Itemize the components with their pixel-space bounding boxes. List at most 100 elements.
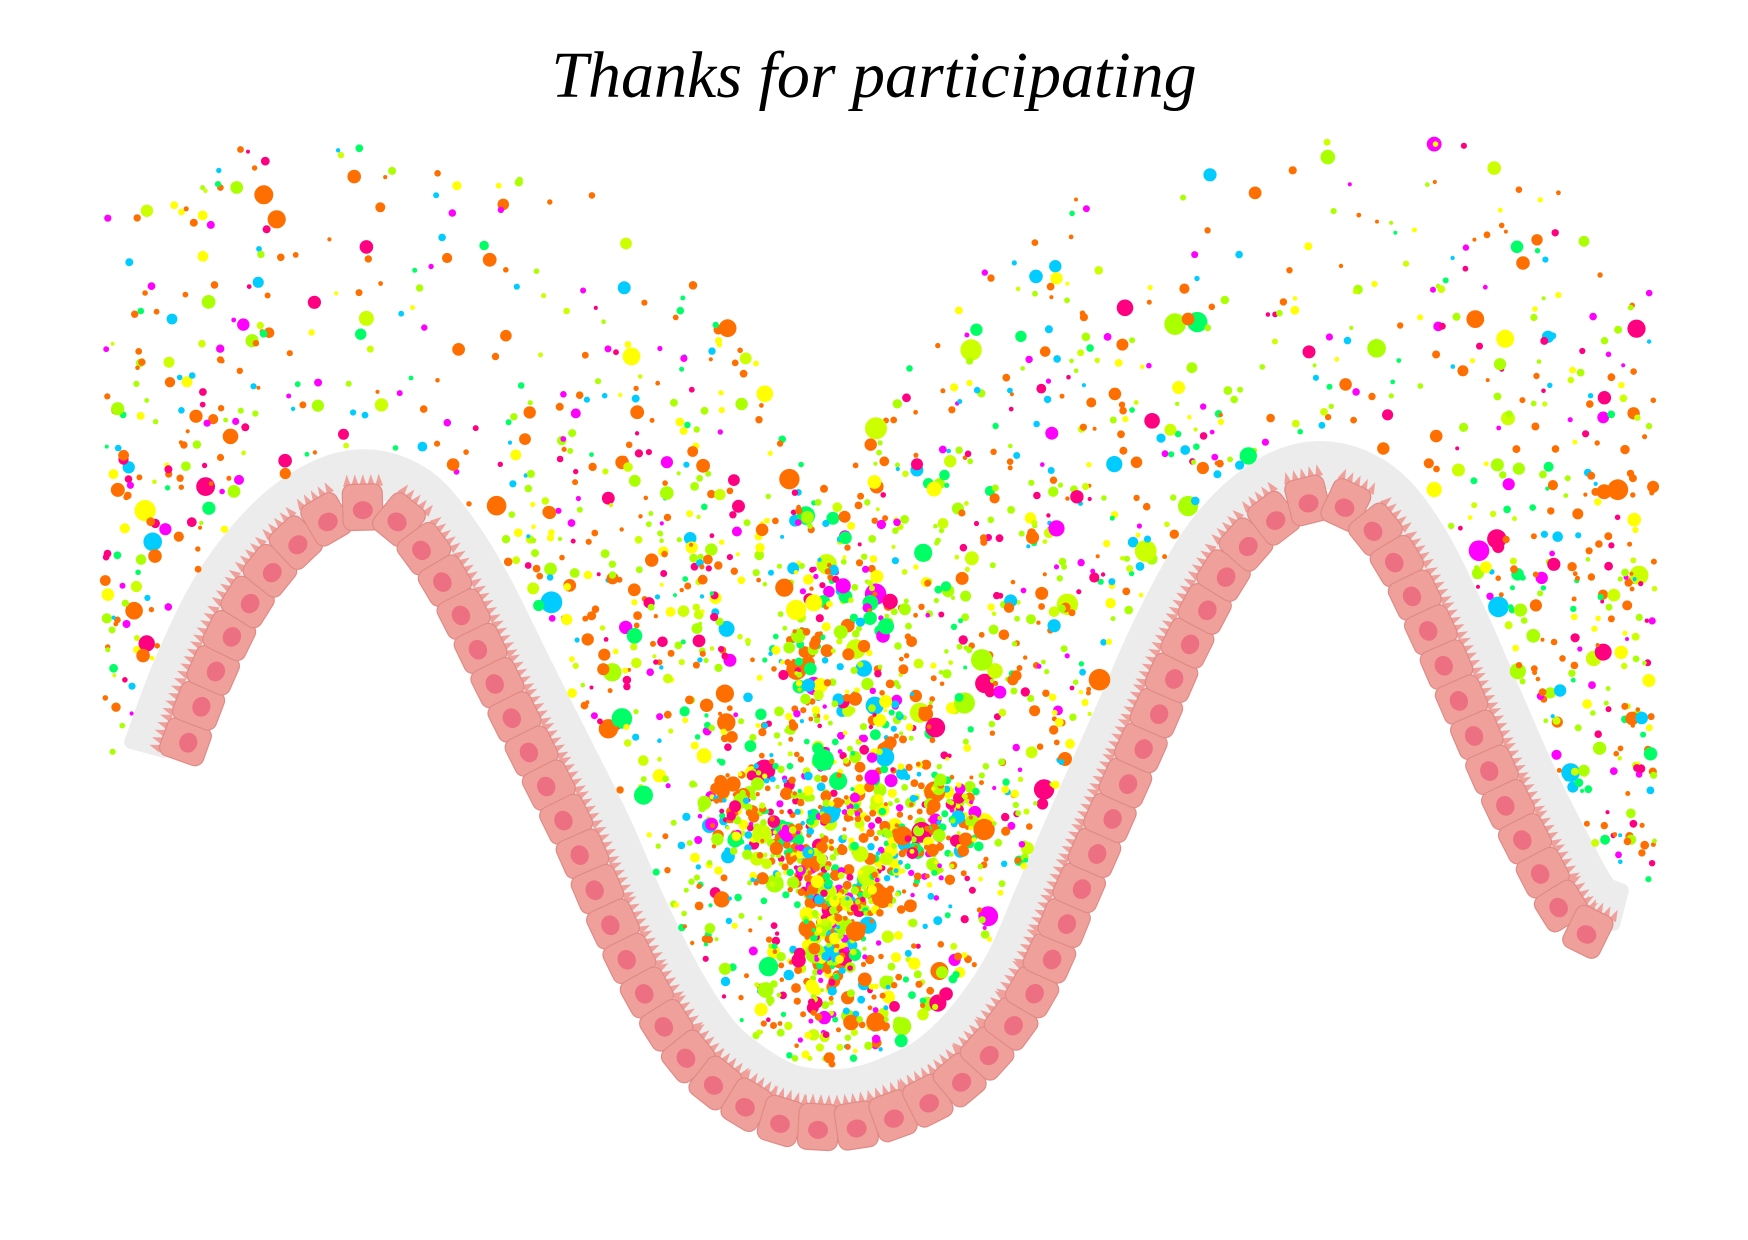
lamina-cell-dot — [800, 693, 811, 705]
lamina-cell-dot — [979, 780, 984, 786]
lamina-cell-dot — [908, 869, 915, 877]
lamina-cell-dot — [858, 833, 869, 843]
lamina-cell-dot — [1266, 413, 1275, 423]
lamina-cell-dot — [1607, 588, 1621, 602]
lamina-cell-dot — [611, 708, 633, 729]
lamina-cell-dot — [774, 706, 784, 717]
lamina-cell-dot — [196, 477, 216, 496]
lamina-cell-dot — [998, 758, 1006, 766]
lamina-cell-dot — [963, 744, 972, 752]
lamina-cell-dot — [1012, 743, 1020, 752]
lamina-cell-dot — [794, 1043, 799, 1048]
lamina-cell-dot — [959, 543, 968, 552]
lamina-cell-dot — [825, 792, 831, 799]
lamina-cell-dot — [1510, 565, 1518, 574]
lamina-cell-dot — [776, 952, 786, 962]
lamina-cell-dot — [359, 240, 374, 254]
lamina-cell-dot — [410, 305, 415, 311]
lamina-cell-dot — [895, 973, 903, 981]
lamina-cell-dot — [524, 484, 533, 493]
lamina-cell-dot — [1124, 605, 1133, 615]
lamina-cell-dot — [937, 867, 944, 873]
lamina-cell-dot — [818, 977, 824, 984]
lamina-cell-dot — [725, 825, 730, 830]
lamina-cell-dot — [709, 591, 714, 596]
lamina-cell-dot — [152, 419, 159, 425]
lamina-cell-dot — [780, 787, 793, 800]
lamina-cell-dot — [1459, 422, 1469, 432]
lamina-cell-dot — [1027, 694, 1035, 703]
lamina-cell-dot — [1036, 383, 1047, 394]
lamina-cell-dot — [684, 421, 691, 429]
lamina-cell-dot — [782, 891, 790, 899]
lamina-cell-dot — [495, 182, 502, 189]
lamina-cell-dot — [555, 507, 562, 514]
cell-nucleus — [1180, 634, 1200, 655]
lamina-cell-dot — [765, 936, 773, 943]
lamina-cell-dot — [1001, 785, 1010, 794]
lamina-cell-dot — [1122, 416, 1129, 423]
lamina-cell-dot — [1621, 568, 1629, 577]
lamina-cell-dot — [1073, 368, 1079, 374]
lamina-cell-dot — [754, 1003, 768, 1017]
lamina-cell-dot — [696, 883, 702, 889]
lamina-cell-dot — [911, 943, 917, 949]
lamina-cell-dot — [1271, 338, 1278, 345]
lamina-cell-dot — [995, 534, 1004, 543]
lamina-cell-dot — [754, 550, 765, 561]
lamina-cell-dot — [750, 794, 757, 801]
lamina-cell-dot — [865, 417, 887, 440]
lamina-cell-dot — [755, 416, 763, 424]
lamina-cell-dot — [838, 510, 851, 523]
lamina-cell-dot — [607, 688, 613, 694]
lamina-cell-dot — [887, 801, 894, 807]
lamina-cell-dot — [654, 594, 661, 600]
lamina-cell-dot — [1495, 575, 1501, 581]
lamina-cell-dot — [1086, 462, 1092, 468]
lamina-cell-dot — [583, 570, 593, 580]
lamina-cell-dot — [755, 523, 769, 537]
lamina-cell-dot — [532, 564, 541, 573]
lamina-cell-dot — [804, 891, 810, 897]
lamina-cell-dot — [311, 399, 324, 412]
lamina-cell-dot — [850, 841, 859, 851]
lamina-cell-dot — [230, 181, 244, 194]
lamina-cell-dot — [825, 592, 830, 597]
lamina-cell-dot — [1600, 599, 1605, 604]
lamina-cell-dot — [733, 712, 739, 718]
cell-nucleus — [1198, 600, 1217, 621]
lamina-cell-dot — [294, 381, 301, 388]
lamina-cell-dot — [1032, 290, 1038, 297]
lamina-cell-dot — [963, 665, 968, 670]
lamina-cell-dot — [569, 656, 575, 663]
lamina-cell-dot — [990, 448, 997, 455]
lamina-cell-dot — [216, 356, 224, 364]
lamina-cell-dot — [199, 401, 206, 408]
lamina-cell-dot — [842, 730, 848, 736]
lamina-cell-dot — [1027, 528, 1037, 538]
lamina-cell-dot — [1065, 281, 1070, 286]
lamina-cell-dot — [500, 329, 512, 342]
lamina-cell-dot — [121, 599, 129, 607]
lamina-cell-dot — [906, 365, 913, 372]
lamina-cell-dot — [836, 892, 843, 899]
lamina-cell-dot — [835, 955, 844, 964]
lamina-cell-dot — [891, 842, 898, 849]
lamina-cell-dot — [1537, 590, 1544, 597]
lamina-cell-dot — [759, 403, 764, 408]
lamina-cell-dot — [765, 493, 771, 499]
lamina-cell-dot — [677, 841, 686, 850]
lamina-cell-dot — [1532, 637, 1537, 642]
lamina-cell-dot — [1417, 314, 1424, 321]
lamina-cell-dot — [675, 417, 685, 427]
lamina-cell-dot — [758, 752, 765, 759]
lamina-cell-dot — [877, 664, 883, 670]
lamina-cell-dot — [700, 609, 705, 614]
lamina-cell-dot — [541, 293, 547, 299]
lamina-cell-dot — [839, 531, 852, 545]
lamina-cell-dot — [114, 616, 121, 624]
lamina-cell-dot — [871, 871, 878, 878]
lamina-cell-dot — [909, 848, 915, 854]
lamina-cell-dot — [1437, 285, 1446, 293]
epithelial-cell — [833, 1100, 879, 1151]
